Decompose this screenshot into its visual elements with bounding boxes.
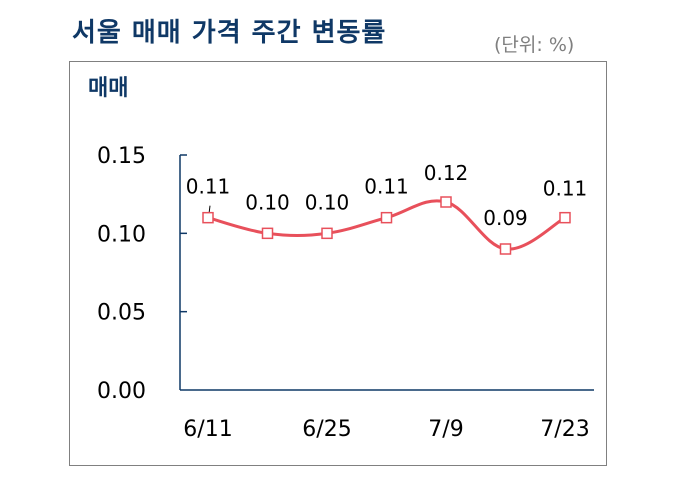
x-tick-label: 6/11 [183,417,232,442]
data-label: 0.11 [543,177,588,201]
chart-frame [69,61,607,466]
unit-label: (단위: %) [494,34,575,56]
y-tick-label: 0.10 [97,222,146,247]
x-tick-label: 6/25 [302,417,351,442]
data-point-marker [440,196,452,208]
data-label: 0.11 [186,175,231,199]
data-point-marker [202,211,214,224]
y-tick-label: 0.15 [97,144,146,169]
data-point-marker [499,243,512,255]
x-tick-label: 7/9 [428,417,463,442]
data-label: 0.10 [245,190,290,214]
data-point-marker [380,211,393,224]
data-point-marker [321,227,333,240]
chart-title: 서울 매매 가격 주간 변동률 [72,18,387,48]
x-tick-label: 7/23 [540,417,589,442]
panel-label: 매매 [88,76,129,101]
data-point-marker [559,211,571,224]
data-point-marker [261,227,274,240]
y-tick-label: 0.05 [97,301,146,326]
data-label: 0.10 [305,190,350,214]
data-label: 0.11 [364,175,409,199]
y-tick-label: 0.00 [97,379,146,404]
data-label: 0.12 [424,161,469,185]
data-label: 0.09 [483,206,528,230]
